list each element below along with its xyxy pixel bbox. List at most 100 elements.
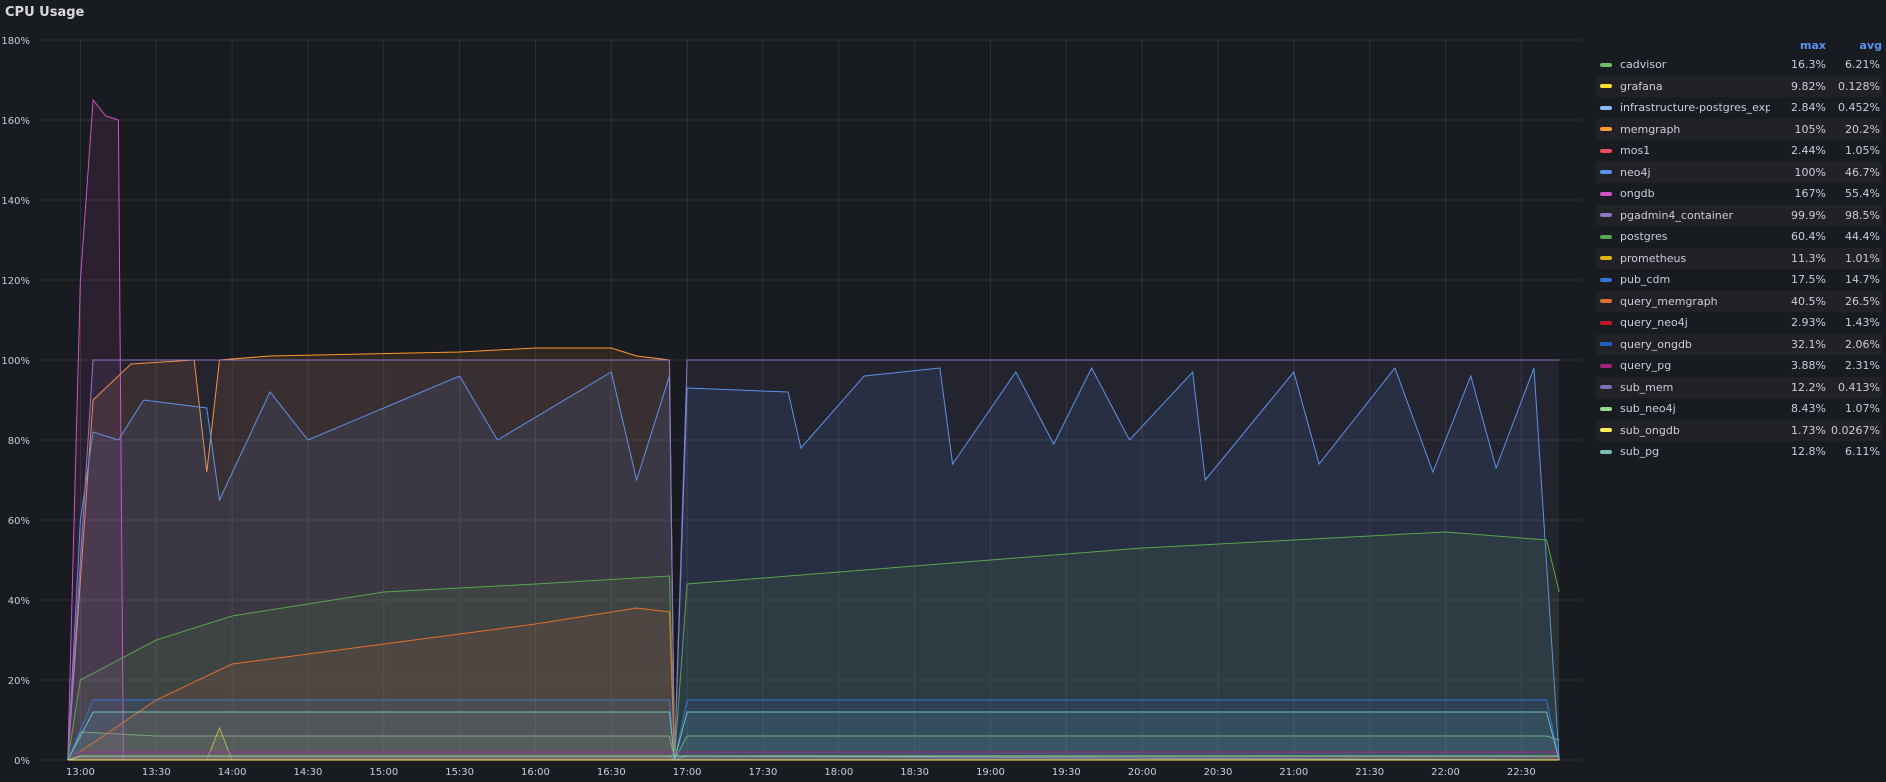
legend-series-name: sub_ongdb	[1620, 423, 1680, 437]
y-tick-label: 120%	[1, 276, 30, 287]
legend-avg-value: 6.21%	[1845, 58, 1880, 72]
x-tick-label: 14:30	[294, 767, 323, 778]
series-color-swatch	[1600, 277, 1612, 282]
legend-avg-value: 44.4%	[1845, 230, 1880, 244]
legend-item-infrastructure-postgres-exporter-1[interactable]: infrastructure-postgres_exporter-1 2.84% 0…	[1596, 97, 1882, 119]
legend-avg-value: 0.0267%	[1831, 423, 1880, 437]
legend-avg-value: 0.128%	[1838, 79, 1880, 93]
legend-header: max avg	[1596, 36, 1882, 54]
legend-item-query-ongdb[interactable]: query_ongdb 32.1% 2.06%	[1596, 333, 1882, 355]
legend-item-pub-cdm[interactable]: pub_cdm 17.5% 14.7%	[1596, 269, 1882, 291]
legend-max-value: 12.8%	[1791, 445, 1826, 459]
legend-item-prometheus[interactable]: prometheus 11.3% 1.01%	[1596, 247, 1882, 269]
series-area-query-neo4j	[67, 756, 1560, 760]
series-line-cadvisor	[67, 731, 1560, 762]
legend-item-neo4j[interactable]: neo4j 100% 46.7%	[1596, 161, 1882, 183]
y-tick-label: 80%	[8, 436, 30, 447]
legend-series-name: postgres	[1620, 230, 1668, 244]
legend-series-name: prometheus	[1620, 251, 1687, 265]
legend-max-value: 12.2%	[1791, 380, 1826, 394]
series-color-swatch	[1600, 191, 1612, 196]
x-tick-label: 22:30	[1507, 767, 1536, 778]
x-tick-label: 18:00	[824, 767, 853, 778]
series-area-pgadmin4-container	[67, 360, 1560, 760]
legend-item-query-pg[interactable]: query_pg 3.88% 2.31%	[1596, 355, 1882, 377]
series-color-swatch	[1600, 62, 1612, 67]
series-line-pgadmin4-container	[67, 359, 1560, 761]
legend-max-value: 3.88%	[1791, 359, 1826, 373]
series-area-prometheus	[67, 756, 1560, 760]
series-area-query-memgraph	[67, 608, 1560, 760]
legend-series-name: query_pg	[1620, 359, 1672, 373]
legend-max-value: 16.3%	[1791, 58, 1826, 72]
legend-avg-value: 2.06%	[1845, 337, 1880, 351]
legend-avg-header[interactable]: avg	[1859, 38, 1882, 52]
legend-item-cadvisor[interactable]: cadvisor 16.3% 6.21%	[1596, 54, 1882, 76]
legend-item-sub-neo4j[interactable]: sub_neo4j 8.43% 1.07%	[1596, 398, 1882, 420]
legend-avg-value: 1.01%	[1845, 251, 1880, 265]
legend-avg-value: 0.413%	[1838, 380, 1880, 394]
legend-max-value: 1.73%	[1791, 423, 1826, 437]
legend-item-sub-mem[interactable]: sub_mem 12.2% 0.413%	[1596, 376, 1882, 398]
legend-series-name: neo4j	[1620, 165, 1651, 179]
x-tick-label: 17:00	[673, 767, 702, 778]
y-tick-label: 160%	[1, 116, 30, 127]
x-tick-label: 13:30	[142, 767, 171, 778]
series-area-grafana	[67, 728, 1560, 760]
legend-avg-value: 2.31%	[1845, 359, 1880, 373]
legend-item-grafana[interactable]: grafana 9.82% 0.128%	[1596, 75, 1882, 97]
legend-series-name: memgraph	[1620, 122, 1681, 136]
series-area-pub-cdm	[67, 700, 1560, 760]
series-line-memgraph	[67, 347, 1560, 761]
series-area-postgres	[67, 532, 1560, 760]
legend-series-name: query_memgraph	[1620, 294, 1718, 308]
series-color-swatch	[1600, 234, 1612, 239]
legend-item-query-memgraph[interactable]: query_memgraph 40.5% 26.5%	[1596, 290, 1882, 312]
legend-item-pgadmin4-container[interactable]: pgadmin4_container 99.9% 98.5%	[1596, 204, 1882, 226]
legend-avg-value: 14.7%	[1845, 273, 1880, 287]
series-area-mos1	[67, 756, 1560, 760]
series-color-swatch	[1600, 127, 1612, 132]
x-tick-label: 19:00	[976, 767, 1005, 778]
panel-title: CPU Usage	[5, 5, 85, 20]
cpu-usage-chart[interactable]: 0% 20% 40% 60% 80% 100% 120% 140% 160% 180% 13:00 1…	[0, 0, 1590, 782]
legend-item-ongdb[interactable]: ongdb 167% 55.4%	[1596, 183, 1882, 205]
legend-item-query-neo4j[interactable]: query_neo4j 2.93% 1.43%	[1596, 312, 1882, 334]
legend-series-name: cadvisor	[1620, 58, 1667, 72]
legend-item-postgres[interactable]: postgres 60.4% 44.4%	[1596, 226, 1882, 248]
legend-series-name: sub_neo4j	[1620, 402, 1676, 416]
legend-avg-value: 46.7%	[1845, 165, 1880, 179]
y-tick-label: 100%	[1, 356, 30, 367]
series-line-sub-pg	[67, 711, 1560, 761]
series-area-cadvisor	[67, 732, 1560, 760]
y-tick-label: 140%	[1, 196, 30, 207]
legend-max-value: 2.93%	[1791, 316, 1826, 330]
legend-item-memgraph[interactable]: memgraph 105% 20.2%	[1596, 118, 1882, 140]
legend-series-name: mos1	[1620, 144, 1651, 158]
series-line-neo4j	[67, 366, 1560, 761]
legend-max-value: 99.9%	[1791, 208, 1826, 222]
legend-item-sub-ongdb[interactable]: sub_ongdb 1.73% 0.0267%	[1596, 419, 1882, 441]
series-area-sub-pg	[67, 712, 1560, 760]
series-color-swatch	[1600, 385, 1612, 390]
x-tick-label: 19:30	[1052, 767, 1081, 778]
y-tick-label: 20%	[8, 676, 30, 687]
legend-avg-value: 6.11%	[1845, 445, 1880, 459]
legend-avg-value: 1.43%	[1845, 316, 1880, 330]
legend-item-sub-pg[interactable]: sub_pg 12.8% 6.11%	[1596, 441, 1882, 463]
series-color-swatch	[1600, 449, 1612, 454]
x-tick-label: 18:30	[900, 767, 929, 778]
series-area-sub-neo4j	[67, 756, 1560, 760]
series-line-query-pg	[67, 751, 1560, 761]
y-tick-label: 0%	[14, 756, 30, 767]
series-color-swatch	[1600, 148, 1612, 153]
legend-max-header[interactable]: max	[1800, 38, 1826, 52]
legend-item-mos1[interactable]: mos1 2.44% 1.05%	[1596, 140, 1882, 162]
series-color-swatch	[1600, 256, 1612, 261]
x-tick-label: 22:00	[1431, 767, 1460, 778]
legend-max-value: 9.82%	[1791, 79, 1826, 93]
legend-series-name: query_neo4j	[1620, 316, 1688, 330]
legend-max-value: 105%	[1794, 122, 1826, 136]
legend-max-value: 32.1%	[1791, 337, 1826, 351]
legend-max-value: 17.5%	[1791, 273, 1826, 287]
